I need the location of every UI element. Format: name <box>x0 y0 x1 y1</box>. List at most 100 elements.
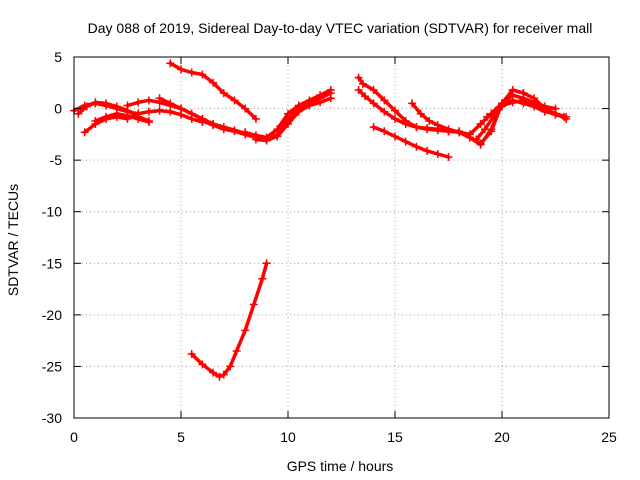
data-point <box>401 120 410 129</box>
data-point <box>230 127 239 136</box>
data-point <box>241 104 250 113</box>
data-point <box>480 125 489 134</box>
data-point <box>219 89 228 98</box>
x-tick-label: 0 <box>70 429 78 445</box>
data-point <box>316 98 325 107</box>
data-point <box>380 127 389 136</box>
data-point <box>258 274 267 283</box>
data-point <box>425 116 434 125</box>
x-axis-ticks: 0 5 10 15 20 25 <box>70 57 617 445</box>
data-point <box>262 136 271 145</box>
data-point <box>326 94 335 103</box>
x-tick-label: 20 <box>494 429 510 445</box>
data-point <box>551 110 560 119</box>
data-point <box>262 259 271 268</box>
data-point <box>380 96 389 105</box>
series-track-8 <box>166 59 260 123</box>
x-axis-label: GPS time / hours <box>287 458 394 474</box>
data-point <box>112 102 121 111</box>
data-point <box>508 98 517 107</box>
data-point <box>232 346 241 355</box>
data-point <box>358 79 367 88</box>
data-point <box>530 100 539 109</box>
data-point <box>134 98 143 107</box>
data-point <box>251 114 260 123</box>
data-point <box>134 109 143 118</box>
data-point <box>491 106 500 115</box>
data-point <box>444 153 453 162</box>
x-tick-label: 5 <box>177 429 185 445</box>
data-point <box>305 101 314 110</box>
data-point <box>144 107 153 116</box>
data-point <box>455 128 464 137</box>
data-point <box>177 65 185 74</box>
y-tick-label: -30 <box>42 410 62 426</box>
x-tick-label: 25 <box>601 429 617 445</box>
data-point <box>412 123 421 132</box>
data-point <box>519 96 528 105</box>
data-point <box>102 99 111 108</box>
data-point <box>560 112 569 121</box>
data-point <box>166 99 175 108</box>
data-point <box>187 109 196 118</box>
data-point <box>198 70 207 79</box>
series-track-9 <box>187 259 271 381</box>
y-tick-label: -10 <box>42 204 62 220</box>
chart-title: Day 088 of 2019, Sidereal Day-to-day VTE… <box>88 20 593 36</box>
data-point <box>241 128 250 137</box>
data-point <box>249 300 258 309</box>
data-point <box>294 107 303 116</box>
series-line <box>189 261 269 379</box>
data-point <box>230 96 239 105</box>
data-point <box>369 99 378 108</box>
data-point <box>472 135 481 144</box>
data-point <box>423 146 432 155</box>
data-point <box>284 120 292 129</box>
data-point <box>112 109 121 118</box>
data-point <box>540 106 549 115</box>
y-tick-label: -15 <box>42 255 62 271</box>
data-point <box>82 102 91 111</box>
data-point <box>508 91 517 100</box>
data-point <box>273 125 282 134</box>
data-point <box>198 116 207 125</box>
y-tick-label: -25 <box>42 358 62 374</box>
data-point <box>416 109 425 118</box>
data-point <box>433 121 442 130</box>
data-point <box>144 117 153 126</box>
data-point <box>251 135 260 144</box>
data-point <box>123 111 132 120</box>
y-tick-label: -5 <box>50 152 63 168</box>
data-point <box>498 101 506 110</box>
data-point <box>369 86 378 95</box>
data-point <box>326 86 335 95</box>
data-point <box>476 139 485 148</box>
data-point <box>465 133 474 142</box>
series-track-4 <box>91 109 153 126</box>
data-point <box>273 132 282 141</box>
data-point <box>91 116 100 125</box>
y-tick-label: -20 <box>42 307 62 323</box>
data-point <box>187 350 196 359</box>
data-point <box>209 121 218 130</box>
data-point <box>391 132 399 141</box>
data-point <box>155 106 164 115</box>
series-track-2 <box>74 98 153 125</box>
y-axis-ticks: 5 0 -5 -10 -15 -20 -25 -30 <box>42 49 609 426</box>
data-point <box>187 68 196 77</box>
data-series <box>70 59 571 381</box>
data-point <box>391 114 399 123</box>
series-track-15 <box>369 123 453 162</box>
data-point <box>354 73 363 82</box>
x-tick-label: 10 <box>280 429 296 445</box>
data-point <box>476 120 485 129</box>
series-track-14 <box>354 86 464 136</box>
data-point <box>433 149 442 158</box>
data-point <box>408 99 417 108</box>
data-point <box>401 137 410 146</box>
data-point <box>226 362 235 371</box>
data-point <box>74 109 83 118</box>
data-point <box>123 101 132 110</box>
series-track-11 <box>241 86 335 142</box>
data-point <box>380 107 389 116</box>
